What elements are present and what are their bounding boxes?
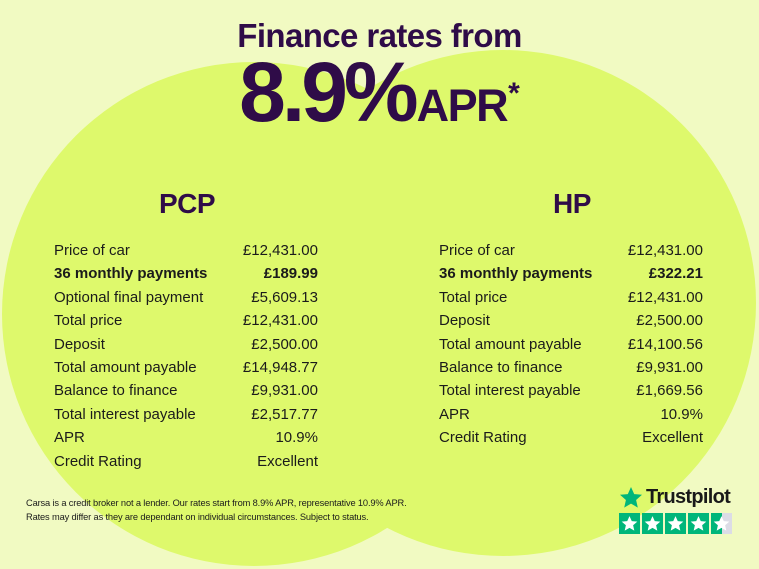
row-label: Total price [54, 312, 123, 330]
trustpilot-name: Trustpilot [646, 485, 731, 508]
row-label: Deposit [439, 312, 490, 330]
table-row: Total amount payable £14,948.77 [32, 356, 342, 379]
row-value: £5,609.13 [251, 288, 318, 306]
trustpilot-star-icon [620, 486, 642, 508]
row-value: £322.21 [648, 265, 703, 283]
row-label: Total interest payable [439, 382, 581, 400]
disclaimer-text: Carsa is a credit broker not a lender. O… [26, 497, 456, 524]
row-value: £12,431.00 [627, 288, 703, 306]
row-value: £189.99 [263, 265, 318, 283]
disclaimer-line-2: Rates may differ as they are dependant o… [26, 511, 369, 522]
table-row: APR 10.9% [417, 403, 727, 426]
row-label: Optional final payment [54, 288, 204, 306]
row-label: Credit Rating [54, 452, 142, 470]
row-value: Excellent [257, 452, 318, 470]
plan-pcp: PCP Price of car £12,431.00 36 monthly pa… [32, 188, 342, 473]
row-label: Deposit [54, 335, 105, 353]
table-row: Total price £12,431.00 [32, 309, 342, 332]
row-label: Total price [439, 288, 508, 306]
row-label: Price of car [54, 242, 130, 259]
table-row: Price of car £12,431.00 [32, 239, 342, 262]
trustpilot-wordmark: Trustpilot [619, 485, 737, 509]
page-title: Finance rates from [237, 17, 522, 54]
star-icon [619, 513, 640, 534]
background-circle-right [250, 50, 756, 556]
plan-hp: HP Price of car £12,431.00 36 monthly pay… [417, 188, 727, 473]
star-icon [642, 513, 663, 534]
row-label: APR [439, 405, 470, 423]
poster-header: Finance rates from 8.9% APR * [0, 0, 759, 134]
row-label: Balance to finance [439, 359, 563, 377]
table-row: 36 monthly payments £189.99 [32, 262, 342, 285]
row-value: £2,517.77 [251, 405, 318, 423]
plan-rows-hp: Price of car £12,431.00 36 monthly paymen… [417, 239, 727, 450]
table-row: Total interest payable £2,517.77 [32, 403, 342, 426]
row-value: £9,931.00 [636, 359, 703, 377]
row-label: 36 monthly payments [54, 265, 208, 283]
star-icon [665, 513, 686, 534]
row-value: Excellent [642, 429, 703, 447]
row-value: 10.9% [275, 429, 318, 447]
trustpilot-stars [619, 513, 737, 534]
row-value: £14,948.77 [242, 359, 318, 377]
table-row: Optional final payment £5,609.13 [32, 286, 342, 309]
table-row: Balance to finance £9,931.00 [417, 356, 727, 379]
row-label: Total amount payable [439, 335, 582, 353]
row-label: Total amount payable [54, 359, 197, 377]
table-row: Price of car £12,431.00 [417, 239, 727, 262]
row-value: £14,100.56 [627, 335, 703, 353]
apr-rate-value: 8.9% [239, 45, 418, 140]
table-row: Deposit £2,500.00 [417, 309, 727, 332]
trustpilot-rating[interactable]: Trustpilot [619, 485, 737, 534]
table-row: Total price £12,431.00 [417, 286, 727, 309]
table-row: Total interest payable £1,669.56 [417, 379, 727, 402]
row-label: Balance to finance [54, 382, 178, 400]
plan-title-hp: HP [553, 188, 591, 219]
star-half-icon [711, 513, 732, 534]
row-label: Credit Rating [439, 429, 527, 447]
finance-comparison-tables: PCP Price of car £12,431.00 36 monthly pa… [0, 188, 759, 473]
row-value: £9,931.00 [251, 382, 318, 400]
row-value: £12,431.00 [242, 242, 318, 259]
plan-rows-pcp: Price of car £12,431.00 36 monthly paymen… [32, 239, 342, 473]
row-label: APR [54, 429, 85, 447]
row-value: £12,431.00 [627, 242, 703, 259]
plan-title-pcp: PCP [158, 188, 216, 219]
table-row: 36 monthly payments £322.21 [417, 262, 727, 285]
row-value: £1,669.56 [636, 382, 703, 400]
row-label: Price of car [439, 242, 515, 259]
apr-asterisk: * [508, 77, 520, 111]
table-row: Credit Rating Excellent [417, 426, 727, 449]
table-row: Deposit £2,500.00 [32, 333, 342, 356]
table-row: Total amount payable £14,100.56 [417, 333, 727, 356]
table-row: Credit Rating Excellent [32, 450, 342, 473]
poster-footer: Carsa is a credit broker not a lender. O… [0, 483, 759, 569]
star-icon [688, 513, 709, 534]
table-row: Balance to finance £9,931.00 [32, 379, 342, 402]
row-value: 10.9% [660, 405, 703, 423]
row-value: £12,431.00 [242, 312, 318, 330]
row-label: Total interest payable [54, 405, 196, 423]
row-label: 36 monthly payments [439, 265, 593, 283]
disclaimer-line-1: Carsa is a credit broker not a lender. O… [26, 498, 407, 508]
row-value: £2,500.00 [636, 312, 703, 330]
apr-suffix-label: APR [416, 80, 509, 132]
table-row: APR 10.9% [32, 426, 342, 449]
row-value: £2,500.00 [251, 335, 318, 353]
apr-headline: 8.9% APR * [0, 50, 759, 134]
